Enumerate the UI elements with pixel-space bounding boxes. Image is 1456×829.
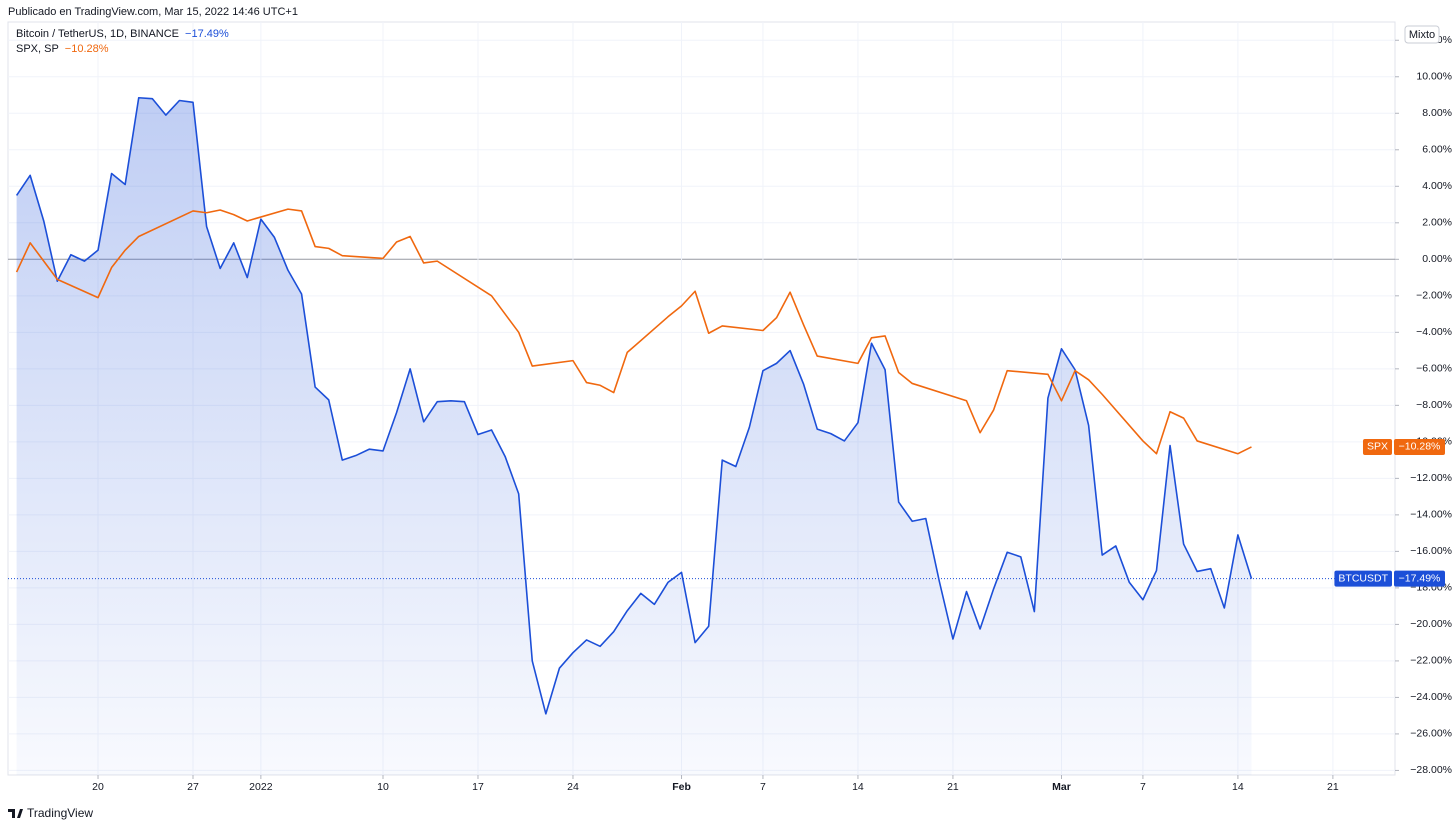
brand-logo — [8, 809, 23, 818]
y-tick-label: 10.00% — [1416, 71, 1452, 83]
area — [16, 97, 1252, 775]
price-tag-name: BTCUSDT — [1338, 572, 1388, 584]
x-tick-label: 7 — [1140, 781, 1146, 793]
price-tag — [1394, 438, 1445, 455]
y-tick-label: −26.00% — [1410, 728, 1452, 740]
y-tick-label: −20.00% — [1410, 618, 1452, 630]
y-tick-label: −22.00% — [1410, 655, 1452, 667]
price-tag-value: −10.28% — [1399, 441, 1441, 453]
line — [15, 208, 1252, 455]
y-tick-label: −16.00% — [1410, 545, 1452, 557]
y-tick-label: −24.00% — [1410, 691, 1452, 703]
y-tick-label: −4.00% — [1416, 326, 1452, 338]
price-tag — [1394, 570, 1445, 587]
y-tick-label: −6.00% — [1416, 363, 1452, 375]
price-tag-name: SPX — [1367, 441, 1388, 453]
x-tick-label: Feb — [672, 781, 691, 793]
legend-entry: Bitcoin / TetherUS, 1D, BINANCE −17.49% — [16, 28, 229, 40]
legend-name: Bitcoin / TetherUS, 1D, BINANCE — [16, 28, 179, 40]
brand: TradingView — [27, 806, 93, 820]
y-tick-label: −8.00% — [1416, 399, 1452, 411]
legend-entry: SPX, SP −10.28% — [16, 43, 109, 55]
x-tick-label: 14 — [1232, 781, 1244, 793]
x-tick-label: 17 — [472, 781, 484, 793]
x-tick-label: 21 — [1327, 781, 1339, 793]
y-tick-label: 8.00% — [1422, 107, 1452, 119]
legend-value: −10.28% — [65, 43, 109, 55]
x-tick-label: 7 — [760, 781, 766, 793]
axes: 12.00%10.00%8.00%6.00%4.00%2.00%0.00%−2.… — [92, 34, 1452, 793]
x-tick-label: 21 — [947, 781, 959, 793]
line — [15, 96, 1253, 715]
y-tick-label: −14.00% — [1410, 509, 1452, 521]
x-tick-label: Mar — [1052, 781, 1071, 793]
marks — [8, 96, 1395, 775]
x-tick-label: 10 — [377, 781, 389, 793]
x-tick-label: 24 — [567, 781, 579, 793]
x-tick-label: 14 — [852, 781, 864, 793]
y-tick-label: −2.00% — [1416, 290, 1452, 302]
y-tick-label: −12.00% — [1410, 472, 1452, 484]
price-tag-value: −17.49% — [1399, 572, 1441, 584]
y-tick-label: 2.00% — [1422, 217, 1452, 229]
mode-button-label[interactable]: Mixto — [1409, 29, 1435, 41]
legend-name: SPX, SP — [16, 43, 59, 55]
y-tick-label: 0.00% — [1422, 253, 1452, 265]
x-tick-label: 20 — [92, 781, 104, 793]
y-tick-label: −28.00% — [1410, 764, 1452, 776]
y-tick-label: 4.00% — [1422, 180, 1452, 192]
x-tick-label: 2022 — [249, 781, 273, 793]
legend-value: −17.49% — [185, 28, 229, 40]
price-tag-name-box — [1362, 438, 1392, 455]
y-tick-label: 6.00% — [1422, 144, 1452, 156]
x-tick-label: 27 — [187, 781, 199, 793]
header: Publicado en TradingView.com, Mar 15, 20… — [8, 6, 298, 18]
mode-button[interactable] — [1404, 25, 1440, 44]
price-tag-name-box — [1334, 570, 1392, 587]
